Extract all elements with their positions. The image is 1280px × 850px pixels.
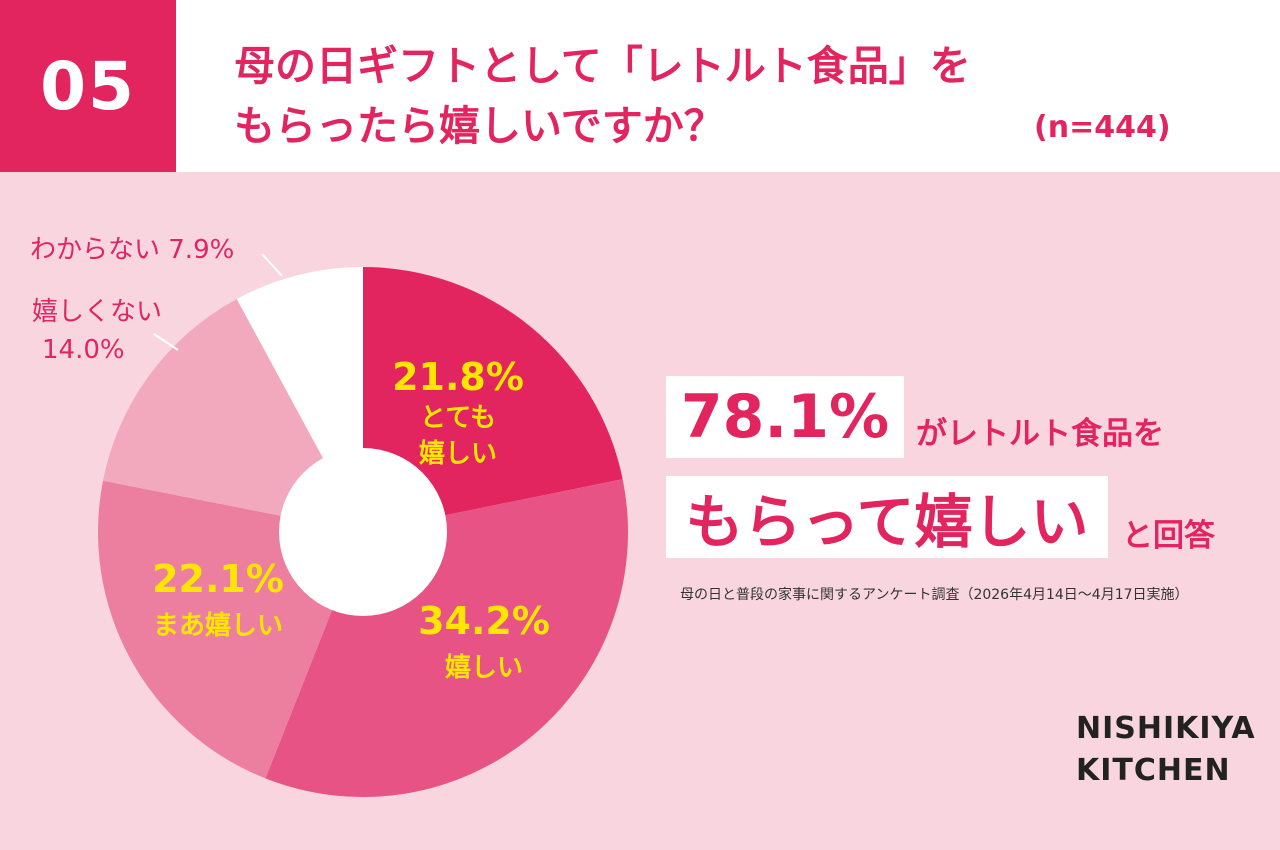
pie-slice-4 — [103, 298, 363, 532]
question-line-1: 母の日ギフトとして「レトルト食品」を — [234, 42, 971, 90]
slice-category-label: 嬉しい — [419, 439, 497, 469]
slice-category-label: とても — [420, 403, 496, 433]
donut-hole — [279, 448, 447, 616]
question-number: 05 — [0, 0, 176, 172]
outside-label-line: 嬉しくない — [32, 297, 162, 327]
callout-percent: 78.1% — [666, 376, 904, 458]
pie-slice-1 — [363, 267, 623, 532]
slice-value-label: 22.1% — [152, 557, 284, 601]
sample-size: (n=444) — [1034, 110, 1171, 145]
callout-highlight: もらって嬉しい — [666, 476, 1108, 558]
question-line-2: もらったら嬉しいですか？ — [234, 102, 725, 150]
callout-text-2: と回答 — [1122, 518, 1215, 554]
outside-label-line: 14.0% — [42, 335, 125, 365]
leader-line — [153, 333, 179, 351]
outside-label-line: わからない 7.9% — [30, 235, 234, 265]
brand-logo: NISHIKIYA KITCHEN — [1076, 708, 1256, 792]
slice-category-label: 嬉しい — [445, 653, 523, 683]
question-title: 母の日ギフトとして「レトルト食品」を もらったら嬉しいですか？ — [234, 36, 971, 156]
brand-line-2: KITCHEN — [1076, 753, 1231, 788]
slice-value-label: 34.2% — [418, 599, 550, 643]
header-bar: 05 母の日ギフトとして「レトルト食品」を もらったら嬉しいですか？ (n=44… — [0, 0, 1280, 172]
leader-line — [261, 253, 283, 277]
survey-source: 母の日と普段の家事に関するアンケート調査（2026年4月14日〜4月17日実施） — [680, 587, 1189, 603]
slice-value-label: 21.8% — [392, 355, 524, 399]
slice-category-label: まあ嬉しい — [153, 611, 283, 641]
brand-line-1: NISHIKIYA — [1076, 711, 1256, 746]
callout-text-1: がレトルト食品を — [916, 416, 1164, 452]
